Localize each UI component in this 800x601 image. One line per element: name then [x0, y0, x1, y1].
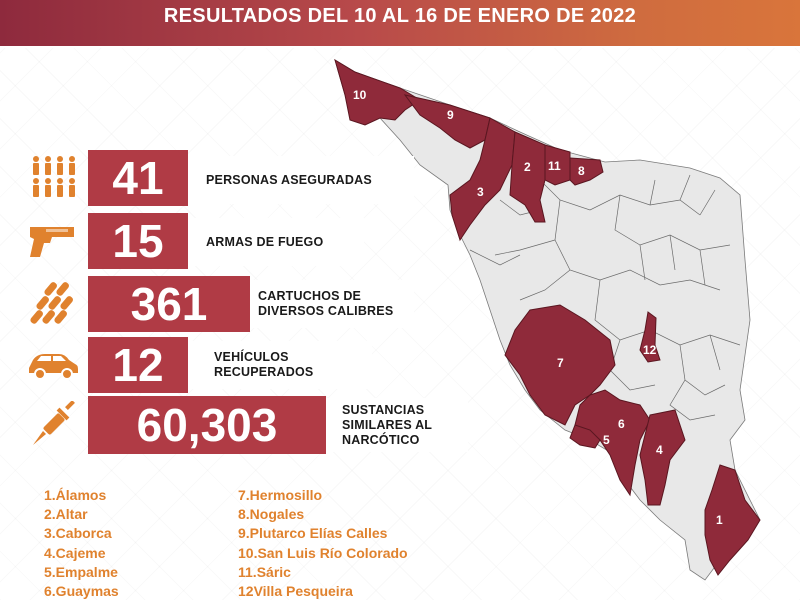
municipio-cajeme — [639, 409, 686, 506]
map-number-10: 10 — [353, 88, 367, 102]
municipio-plutarco-elias-calles — [403, 94, 491, 149]
stat-value-cartuchos: 361 — [88, 276, 250, 332]
map-number-5: 5 — [603, 433, 610, 447]
map-number-8: 8 — [578, 164, 585, 178]
legend-item: 8.Nogales — [238, 506, 305, 523]
legend-item: 4.Cajeme — [44, 544, 106, 561]
people-icon — [22, 150, 82, 206]
sonora-map: 10 9 3 2 11 8 7 12 6 5 4 1 — [334, 58, 761, 581]
municipio-hermosillo — [504, 304, 616, 426]
legend-item: 9.Plutarco Elías Calles — [238, 525, 388, 542]
legend-item: 6.Guaymas — [44, 583, 119, 600]
municipio-san-luis-rio-colorado — [334, 58, 421, 126]
map-number-9: 9 — [447, 108, 454, 122]
legend-item: 5.Empalme — [44, 563, 118, 580]
map-number-7: 7 — [557, 356, 564, 370]
legend-item: 11.Sáric — [238, 563, 291, 580]
legend-item: 3.Caborca — [44, 525, 112, 542]
municipio-nogales — [569, 157, 604, 186]
map-number-11: 11 — [548, 159, 561, 173]
stat-label-vehiculos: VEHÍCULOS RECUPERADOS — [188, 341, 372, 389]
municipio-saric — [544, 144, 571, 186]
map-number-12: 12 — [643, 343, 657, 357]
legend-item: 10.San Luis Río Colorado — [238, 544, 408, 561]
stat-value-vehiculos: 12 — [88, 337, 188, 393]
header-banner: RESULTADOS DEL 10 AL 16 DE ENERO DE 2022 — [0, 0, 800, 46]
syringe-icon — [22, 396, 82, 456]
legend-left: 1.Álamos 2.Altar 3.Caborca 4.Cajeme 5.Em… — [44, 486, 119, 601]
stat-label-sustancias: SUSTANCIAS SIMILARES AL NARCÓTICO — [326, 398, 468, 452]
stat-value-personas: 41 — [88, 150, 188, 206]
map-number-2: 2 — [524, 160, 531, 174]
map-number-6: 6 — [618, 417, 625, 431]
page-title: RESULTADOS DEL 10 AL 16 DE ENERO DE 2022 — [163, 4, 637, 27]
bullets-icon — [22, 276, 82, 332]
pistol-icon — [22, 213, 82, 269]
municipio-empalme — [569, 424, 601, 449]
map-number-1: 1 — [716, 513, 723, 527]
stat-value-sustancias: 60,303 — [88, 396, 326, 454]
stat-label-personas: PERSONAS ASEGURADAS — [188, 156, 414, 204]
legend-item: 7.Hermosillo — [238, 487, 323, 503]
municipio-alamos — [704, 464, 761, 576]
legend-item: 2.Altar — [44, 506, 88, 523]
car-icon — [22, 337, 82, 393]
map-number-4: 4 — [656, 443, 663, 457]
legend-right: 7.Hermosillo 8.Nogales 9.Plutarco Elías … — [238, 486, 408, 601]
stat-label-armas: ARMAS DE FUEGO — [188, 218, 364, 266]
legend-item: 12Villa Pesqueira — [238, 583, 353, 600]
legend-item: 1.Álamos — [44, 487, 107, 503]
map-number-3: 3 — [477, 185, 484, 199]
municipio-villa-pesqueira — [639, 311, 661, 363]
stat-value-armas: 15 — [88, 213, 188, 269]
stat-label-cartuchos: CARTUCHOS DE DIVERSOS CALIBRES — [250, 280, 414, 328]
